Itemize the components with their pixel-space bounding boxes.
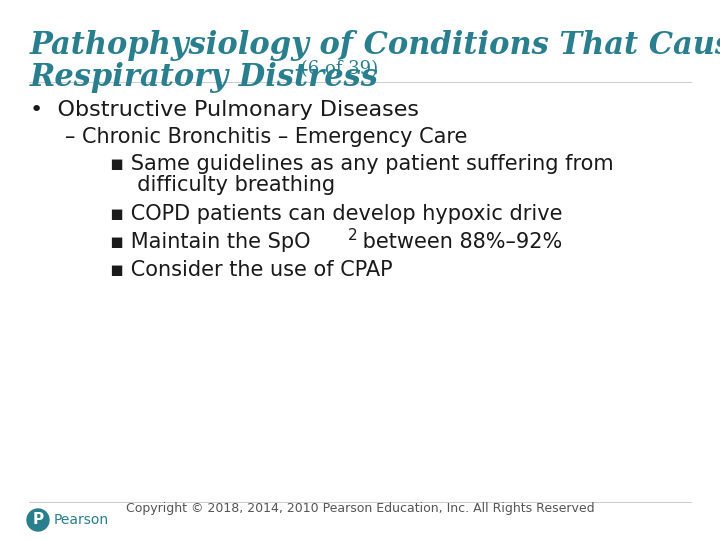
Text: Respiratory Distress: Respiratory Distress	[30, 62, 379, 93]
Text: ▪ Consider the use of CPAP: ▪ Consider the use of CPAP	[110, 260, 392, 280]
Text: •  Obstructive Pulmonary Diseases: • Obstructive Pulmonary Diseases	[30, 100, 419, 120]
Text: – Chronic Bronchitis – Emergency Care: – Chronic Bronchitis – Emergency Care	[65, 127, 467, 147]
Text: Copyright © 2018, 2014, 2010 Pearson Education, Inc. All Rights Reserved: Copyright © 2018, 2014, 2010 Pearson Edu…	[126, 502, 594, 515]
Text: (6 of 39): (6 of 39)	[295, 60, 378, 78]
Text: Pathophysiology of Conditions That Cause: Pathophysiology of Conditions That Cause	[30, 30, 720, 61]
Text: ▪ COPD patients can develop hypoxic drive: ▪ COPD patients can develop hypoxic driv…	[110, 204, 562, 224]
Text: Pearson: Pearson	[54, 513, 109, 527]
Text: 2: 2	[348, 228, 358, 243]
Text: P: P	[32, 512, 44, 528]
Text: between 88%–92%: between 88%–92%	[356, 232, 562, 252]
Text: difficulty breathing: difficulty breathing	[124, 175, 335, 195]
Circle shape	[27, 509, 49, 531]
Text: ▪ Same guidelines as any patient suffering from: ▪ Same guidelines as any patient sufferi…	[110, 154, 613, 174]
Text: ▪ Maintain the SpO: ▪ Maintain the SpO	[110, 232, 310, 252]
